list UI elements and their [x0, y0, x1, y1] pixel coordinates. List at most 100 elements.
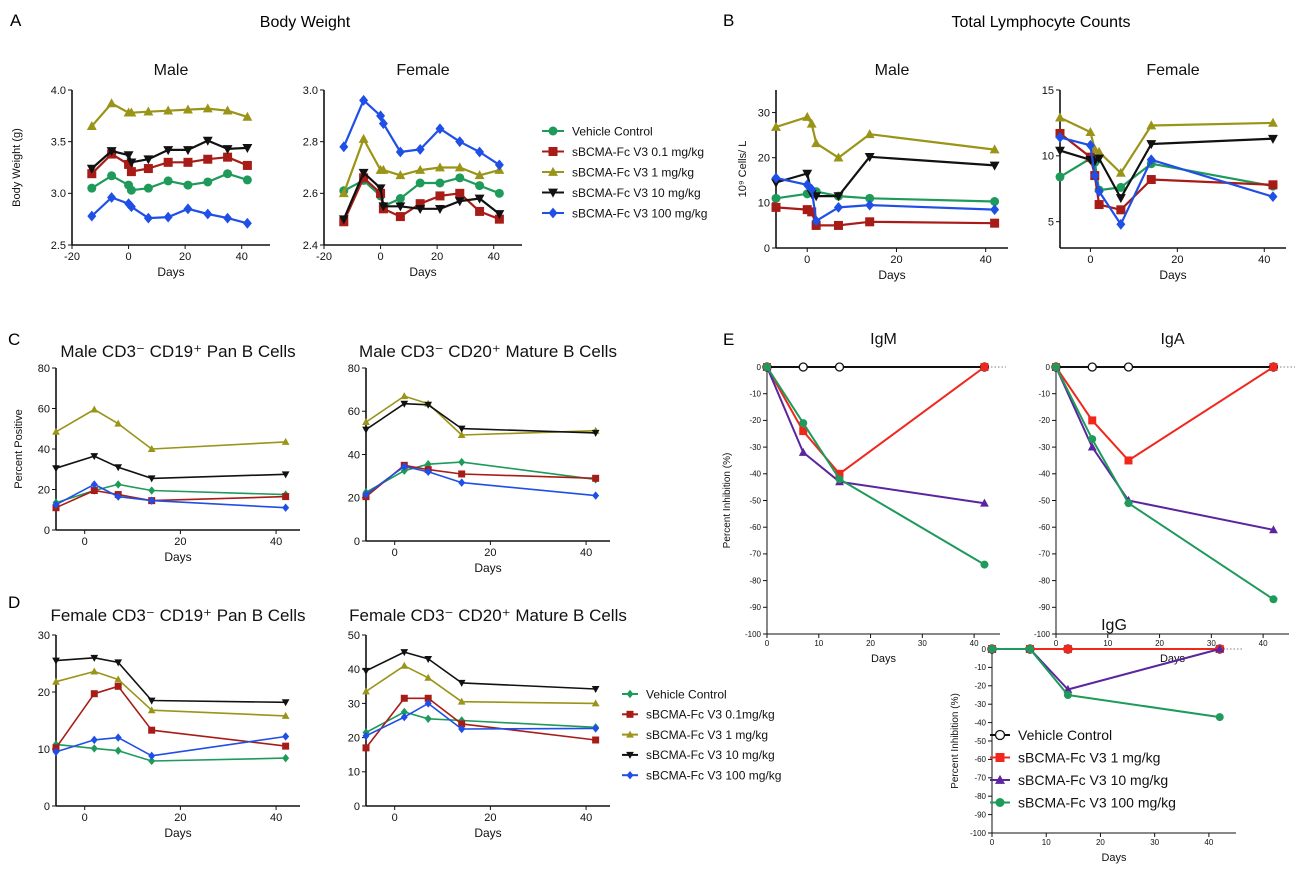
x-axis-label: Days [1159, 268, 1186, 282]
data-point [1146, 120, 1157, 130]
legend-item: sBCMA-Fc V3 1 mg/kg [990, 750, 1160, 766]
chart-A-male: 2.5 3.0 3.5 4.0 -20 0 20 40 Male Days Body Weight … [11, 62, 270, 279]
y-tick-label: 2.8 [303, 137, 318, 149]
y-axis-label: Body Weight (g) [11, 128, 23, 207]
y-tick-label: -30 [749, 443, 761, 452]
y-tick-label: -70 [974, 774, 986, 783]
data-point [400, 712, 408, 722]
series-line [365, 702, 596, 737]
legend-item: sBCMA-Fc V3 100 mg/kg [542, 206, 707, 220]
y-tick-label: 2.6 [303, 188, 318, 200]
data-point [338, 215, 349, 225]
x-tick-label: 0 [82, 536, 88, 548]
panel-letter-c: C [8, 330, 20, 349]
x-axis-label: Days [164, 550, 191, 564]
chart-A-female: 2.4 2.6 2.8 3.0 -20 0 20 40 Female Days [303, 62, 522, 279]
x-tick-label: 0 [765, 639, 770, 648]
data-point [86, 164, 97, 174]
data-point [378, 202, 389, 212]
series-line [91, 139, 248, 170]
data-point [223, 212, 233, 224]
y-tick-label: -60 [749, 523, 761, 532]
series-5 [1055, 132, 1278, 230]
y-tick-label: 30 [38, 630, 50, 642]
data-point [865, 199, 875, 211]
data-point [107, 171, 117, 181]
legend-item: sBCMA-Fc V3 100 mg/kg [990, 795, 1176, 811]
y-tick-label: 50 [348, 630, 360, 642]
y-axis-label: Percent Inhibition (%) [722, 453, 733, 549]
x-tick-label: 20 [866, 639, 875, 648]
series-2 [1052, 363, 1278, 465]
chart-title: Female [1146, 62, 1199, 79]
data-point [90, 405, 99, 413]
series-2 [1055, 128, 1278, 215]
chart-title: Male [154, 62, 189, 79]
y-tick-label: -100 [745, 630, 762, 639]
data-point [798, 362, 808, 372]
data-point [1269, 525, 1278, 534]
panel-letter-a: A [10, 11, 22, 30]
series-1 [52, 480, 290, 507]
series-line [91, 153, 248, 175]
section-title-body-weight: Body Weight [260, 14, 351, 31]
data-point [435, 178, 445, 188]
data-point [282, 503, 290, 512]
series-line [365, 697, 596, 749]
series-5 [362, 462, 600, 500]
data-point [126, 167, 136, 177]
series-line [365, 402, 596, 434]
x-tick-label: 0 [126, 251, 132, 263]
legend-item: sBCMA-Fc V3 0.1mg/kg [622, 708, 775, 722]
data-point [395, 146, 405, 158]
data-point [835, 475, 844, 484]
data-point [799, 419, 808, 428]
series-line [342, 171, 501, 220]
series-5 [87, 192, 252, 229]
data-point [114, 492, 122, 501]
series-line [1055, 366, 1275, 462]
legends: Vehicle Control sBCMA-Fc V3 0.1 mg/kg sBCM… [542, 124, 1176, 811]
data-point [989, 144, 1000, 154]
data-point [378, 164, 389, 174]
data-point [362, 426, 370, 434]
data-point [802, 111, 813, 121]
data-point [339, 141, 349, 153]
data-point [1215, 644, 1225, 653]
legend-label: Vehicle Control [1018, 727, 1112, 743]
data-point [242, 111, 253, 121]
data-point [90, 654, 99, 662]
y-tick-label: 20 [758, 153, 770, 165]
legend-swatch-marker [995, 798, 1005, 807]
series-4 [771, 152, 1000, 202]
data-point [203, 154, 213, 164]
y-tick-label: 80 [38, 363, 50, 375]
data-point [163, 105, 174, 115]
data-point [457, 697, 466, 705]
legend-swatch-marker [626, 730, 634, 738]
data-point [203, 177, 213, 187]
x-tick-label: 40 [1258, 254, 1270, 266]
data-point [988, 645, 996, 653]
chart-title: IgA [1160, 331, 1184, 348]
data-point [163, 211, 173, 223]
series-line [343, 176, 500, 208]
data-point [400, 649, 409, 657]
data-point [242, 160, 252, 170]
x-tick-label: 40 [980, 254, 992, 266]
data-point [435, 191, 445, 201]
data-point [990, 218, 1000, 228]
data-point [123, 151, 134, 161]
data-point [1094, 154, 1105, 164]
series-3 [987, 644, 1225, 693]
data-point [143, 212, 153, 224]
y-tick-label: -90 [749, 603, 761, 612]
data-point [424, 655, 433, 663]
data-point [90, 480, 98, 489]
series-1 [771, 187, 1000, 207]
data-point [163, 146, 174, 156]
x-axis-label: Days [164, 826, 191, 840]
data-point [424, 673, 433, 681]
y-tick-label: 0 [764, 243, 770, 255]
data-point [143, 164, 153, 174]
